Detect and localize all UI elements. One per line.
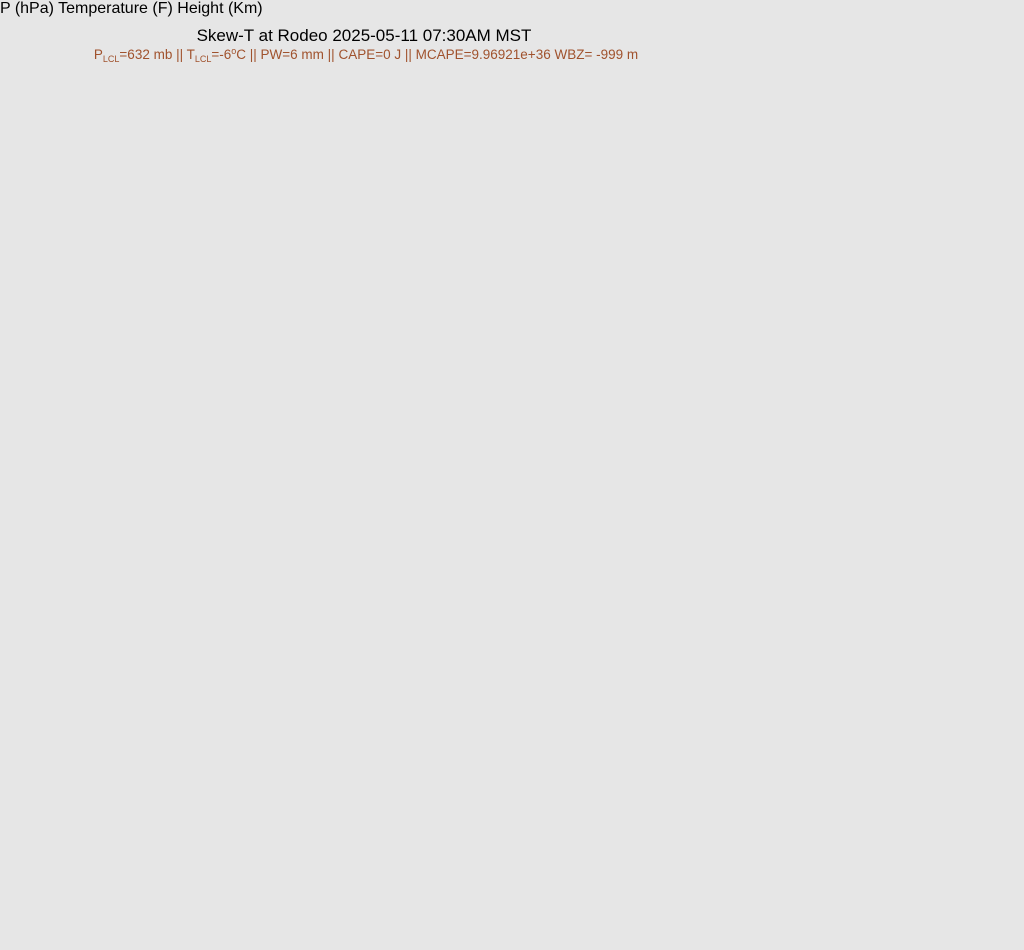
chart-subtitle: PLCL=632 mb || TLCL=-6oC || PW=6 mm || C… [94,46,638,64]
subtitle-rest: C || PW=6 mm || CAPE=0 J || MCAPE=9.9692… [236,47,638,62]
height-axis: 012345678910111213141516 Height (Km) con… [177,0,262,17]
wind-barb-staff: 012345678910111213141516 Height (Km) con… [177,0,262,17]
subtitle-p-lcl: =632 mb || T [119,47,194,62]
subtitle-t-lcl: =-6 [211,47,231,62]
pressure-axis-label: P (hPa) [0,0,54,17]
chart-title: Skew-T at Rodeo 2025-05-11 07:30AM MST [197,26,532,45]
height-axis-label: Height (Km) [177,0,263,17]
subtitle-lcl-sub-1: LCL [103,54,120,64]
pressure-axis: 1001502002503004005007008501000 P (hPa) … [0,0,263,17]
plot-area: 8121620242832123581220506070809010011012… [0,0,263,17]
temperature-axis-label: Temperature (F) [58,0,173,17]
subtitle-p-letter: P [94,47,103,62]
degree-sign: o [231,46,236,56]
subtitle-lcl-sub-2: LCL [195,54,212,64]
